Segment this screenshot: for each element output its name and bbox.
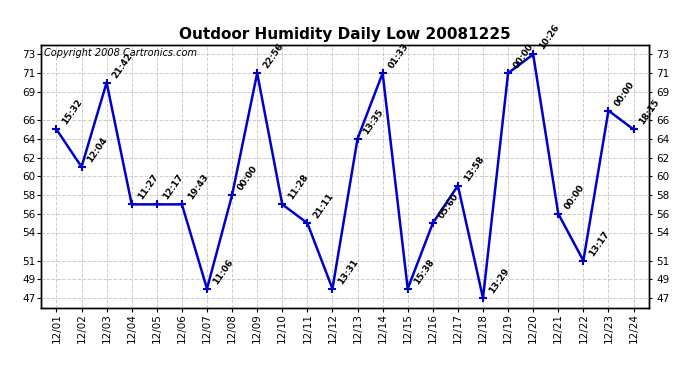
Text: 21:42: 21:42 bbox=[111, 51, 135, 80]
Text: 19:43: 19:43 bbox=[186, 173, 210, 202]
Text: 22:56: 22:56 bbox=[262, 42, 285, 70]
Text: 10:26: 10:26 bbox=[538, 23, 561, 52]
Text: Copyright 2008 Cartronics.com: Copyright 2008 Cartronics.com bbox=[44, 48, 197, 58]
Text: 15:32: 15:32 bbox=[61, 98, 84, 127]
Text: 13:35: 13:35 bbox=[362, 107, 386, 136]
Text: 05:60: 05:60 bbox=[437, 192, 461, 220]
Text: 18:15: 18:15 bbox=[638, 98, 662, 127]
Text: 11:28: 11:28 bbox=[286, 173, 310, 202]
Text: 11:06: 11:06 bbox=[211, 258, 235, 286]
Text: 00:00: 00:00 bbox=[613, 80, 636, 108]
Text: 12:17: 12:17 bbox=[161, 173, 185, 202]
Title: Outdoor Humidity Daily Low 20081225: Outdoor Humidity Daily Low 20081225 bbox=[179, 27, 511, 42]
Text: 13:29: 13:29 bbox=[487, 267, 511, 296]
Text: 00:00: 00:00 bbox=[562, 183, 586, 211]
Text: 11:27: 11:27 bbox=[136, 173, 160, 202]
Text: 13:31: 13:31 bbox=[337, 257, 360, 286]
Text: 01:33: 01:33 bbox=[387, 42, 411, 70]
Text: 12:04: 12:04 bbox=[86, 135, 110, 164]
Text: 13:17: 13:17 bbox=[587, 229, 611, 258]
Text: 15:38: 15:38 bbox=[412, 257, 435, 286]
Text: 21:11: 21:11 bbox=[311, 192, 335, 220]
Text: 00:00: 00:00 bbox=[512, 42, 535, 70]
Text: 00:00: 00:00 bbox=[236, 164, 259, 192]
Text: 13:58: 13:58 bbox=[462, 154, 486, 183]
